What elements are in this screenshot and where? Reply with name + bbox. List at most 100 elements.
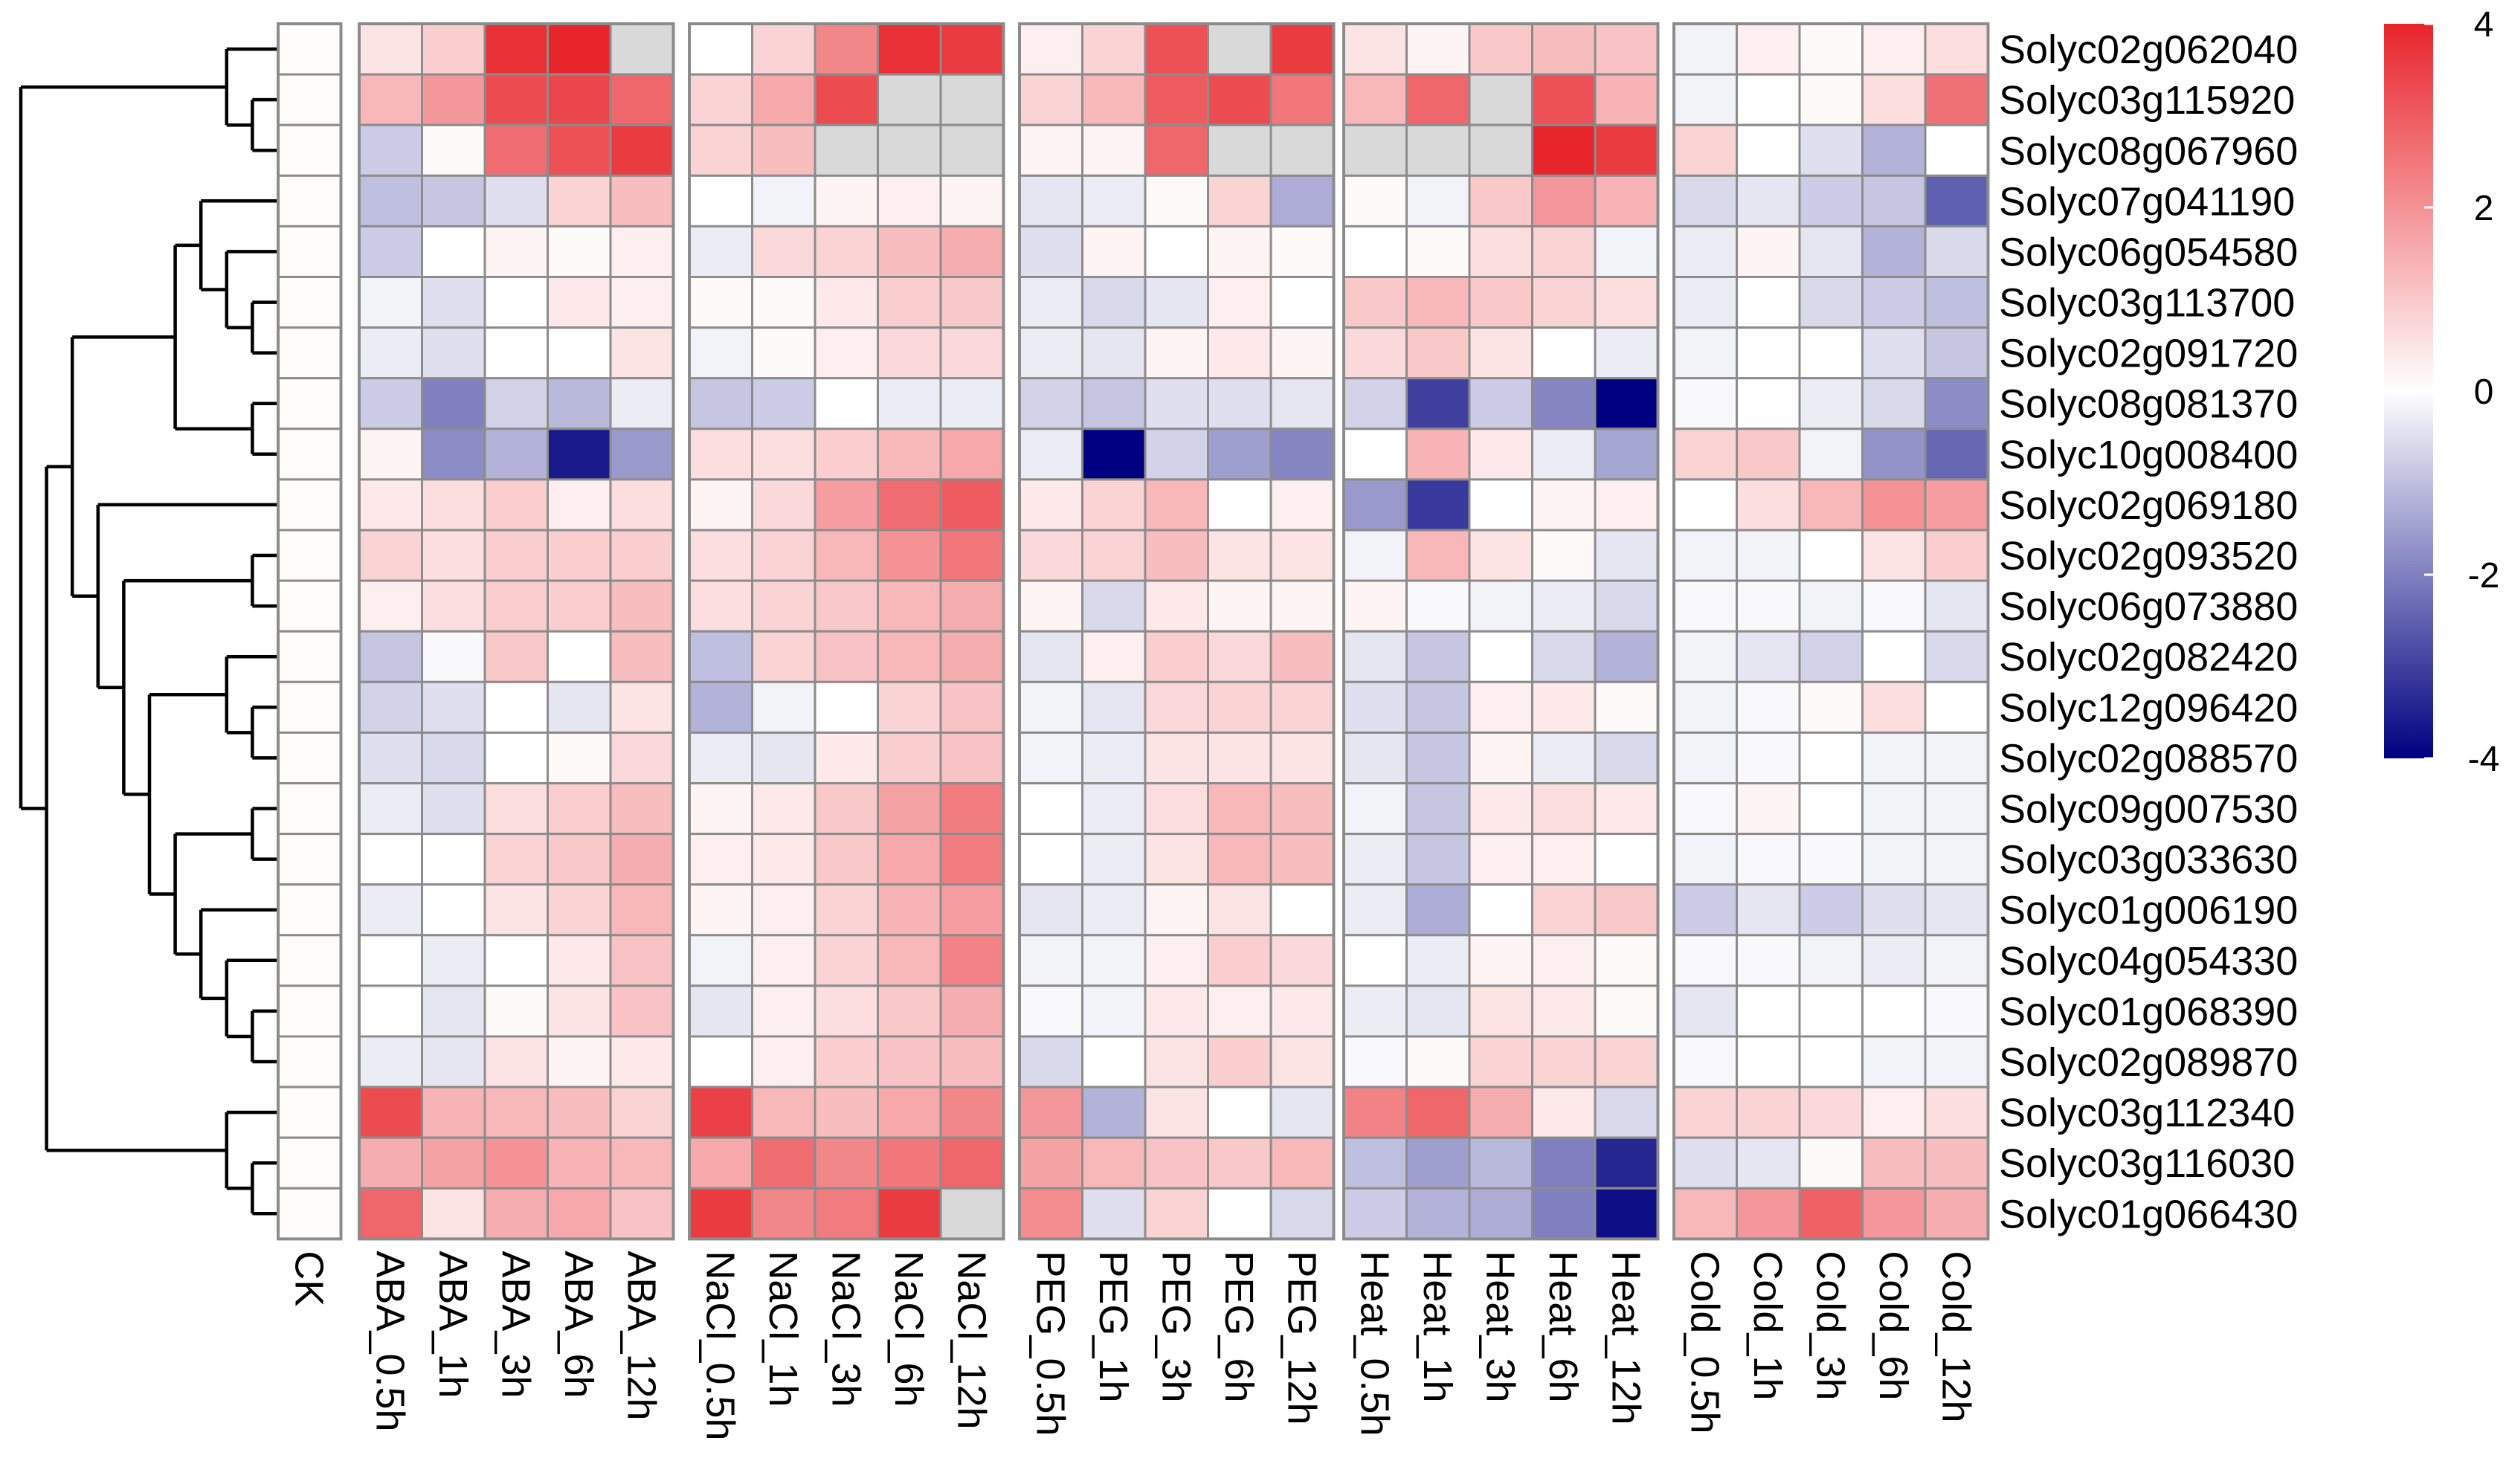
heatmap-cell	[1861, 73, 1927, 126]
heatmap-cell	[1081, 731, 1147, 785]
heatmap-cell	[421, 1187, 486, 1240]
heatmap-cell	[421, 123, 486, 177]
heatmap-cell	[1269, 1085, 1335, 1139]
heatmap-cell	[1081, 1085, 1147, 1139]
heatmap-cell	[939, 73, 1005, 126]
heatmap-cell	[277, 782, 342, 836]
heatmap-cell	[277, 934, 342, 987]
heatmap-cell	[277, 529, 342, 582]
heatmap-cell	[1269, 731, 1335, 785]
heatmap-cell	[1081, 1035, 1147, 1088]
heatmap-cell	[1861, 934, 1927, 987]
row-label: Solyc01g066430	[1999, 1192, 2298, 1236]
heatmap-cell	[688, 1035, 753, 1088]
heatmap-cell	[939, 833, 1005, 886]
heatmap-cell	[547, 529, 612, 582]
heatmap-cell	[1861, 1035, 1927, 1088]
heatmap-cell	[277, 276, 342, 329]
heatmap-cell	[1269, 73, 1335, 126]
heatmap-cell	[1081, 833, 1147, 886]
heatmap-cell	[1861, 428, 1927, 481]
heatmap-cell	[1798, 326, 1864, 380]
heatmap-cell	[1207, 984, 1272, 1038]
heatmap-cell	[421, 73, 486, 126]
heatmap-cell	[939, 174, 1005, 228]
heatmap-cell	[1736, 326, 1801, 380]
heatmap-cell	[1924, 478, 1989, 532]
heatmap-cell	[547, 680, 612, 734]
heatmap-cell	[1594, 1136, 1659, 1190]
row-label: Solyc06g073880	[1999, 584, 2298, 629]
column-label: PEG_3h	[1153, 1251, 1198, 1402]
row-label: Solyc02g069180	[1999, 483, 2298, 528]
heatmap-cell	[1861, 326, 1927, 380]
heatmap-cell	[609, 225, 674, 278]
heatmap-cell	[1144, 579, 1209, 633]
heatmap-cell	[877, 680, 942, 734]
heatmap-cell	[877, 782, 942, 836]
heatmap-cell	[1405, 123, 1471, 177]
heatmap-cell	[358, 1187, 423, 1240]
column-label: Heat_0.5h	[1352, 1251, 1397, 1436]
heatmap-cell	[1672, 883, 1738, 937]
heatmap-cell	[814, 225, 879, 278]
heatmap-cell	[1018, 934, 1083, 987]
heatmap-cell	[483, 428, 549, 481]
heatmap-cell	[1798, 225, 1864, 278]
heatmap-cell	[1798, 630, 1864, 683]
heatmap-cell	[1672, 326, 1738, 380]
heatmap-cell	[939, 883, 1005, 937]
heatmap-cell	[1736, 934, 1801, 987]
heatmap-cell	[1269, 326, 1335, 380]
column-labels: CK ABA_0.5h ABA_1h ABA_3h ABA_6h ABA_12h NaCl_…	[286, 1251, 1978, 1440]
heatmap-cell	[1468, 377, 1533, 430]
heatmap-cell	[609, 276, 674, 329]
heatmap-cell	[1207, 225, 1272, 278]
heatmap-cell	[877, 1187, 942, 1240]
heatmap-cell	[1531, 833, 1597, 886]
heatmap-cell	[1081, 174, 1147, 228]
heatmap-cell	[1405, 883, 1471, 937]
heatmap-cell	[277, 1085, 342, 1139]
heatmap-cell	[483, 1035, 549, 1088]
heatmap-cell	[1342, 73, 1408, 126]
row-label: Solyc07g041190	[1999, 179, 2295, 224]
heatmap-cell	[1018, 529, 1083, 582]
heatmap-cell	[1207, 174, 1272, 228]
heatmap-cell	[1736, 1187, 1801, 1240]
heatmap-cell	[1531, 326, 1597, 380]
row-label: Solyc02g062040	[1999, 28, 2298, 72]
heatmap-cell	[1081, 123, 1147, 177]
heatmap-cell	[1594, 123, 1659, 177]
heatmap-cell	[1861, 782, 1927, 836]
heatmap-cell	[1672, 1085, 1738, 1139]
heatmap-cell	[1468, 225, 1533, 278]
heatmap-cell	[277, 1035, 342, 1088]
heatmap-cell	[1924, 782, 1989, 836]
heatmap-cell	[1081, 73, 1147, 126]
heatmap-cell	[751, 1187, 817, 1240]
heatmap-cell	[814, 934, 879, 987]
heatmap-cell	[1861, 731, 1927, 785]
column-label: NaCl_6h	[886, 1251, 931, 1407]
heatmap-cell	[1342, 984, 1408, 1038]
heatmap-cell	[1468, 1136, 1533, 1190]
row-label: Solyc12g096420	[1999, 685, 2298, 730]
heatmap-cell	[877, 731, 942, 785]
heatmap-cell	[483, 22, 549, 76]
heatmap-cell	[1405, 579, 1471, 633]
heatmap-cell	[1594, 984, 1659, 1038]
heatmap-cell	[1798, 1035, 1864, 1088]
heatmap-cell	[1672, 680, 1738, 734]
column-label: Heat_3h	[1478, 1251, 1522, 1402]
heatmap-cell	[1207, 428, 1272, 481]
heatmap-cell	[1405, 731, 1471, 785]
heatmap-cell	[939, 276, 1005, 329]
heatmap-cell	[547, 123, 612, 177]
heatmap-cell	[483, 73, 549, 126]
heatmap-cell	[1342, 377, 1408, 430]
heatmap-cell	[1342, 22, 1408, 76]
heatmap-cell	[1924, 984, 1989, 1038]
heatmap-cell	[939, 1187, 1005, 1240]
